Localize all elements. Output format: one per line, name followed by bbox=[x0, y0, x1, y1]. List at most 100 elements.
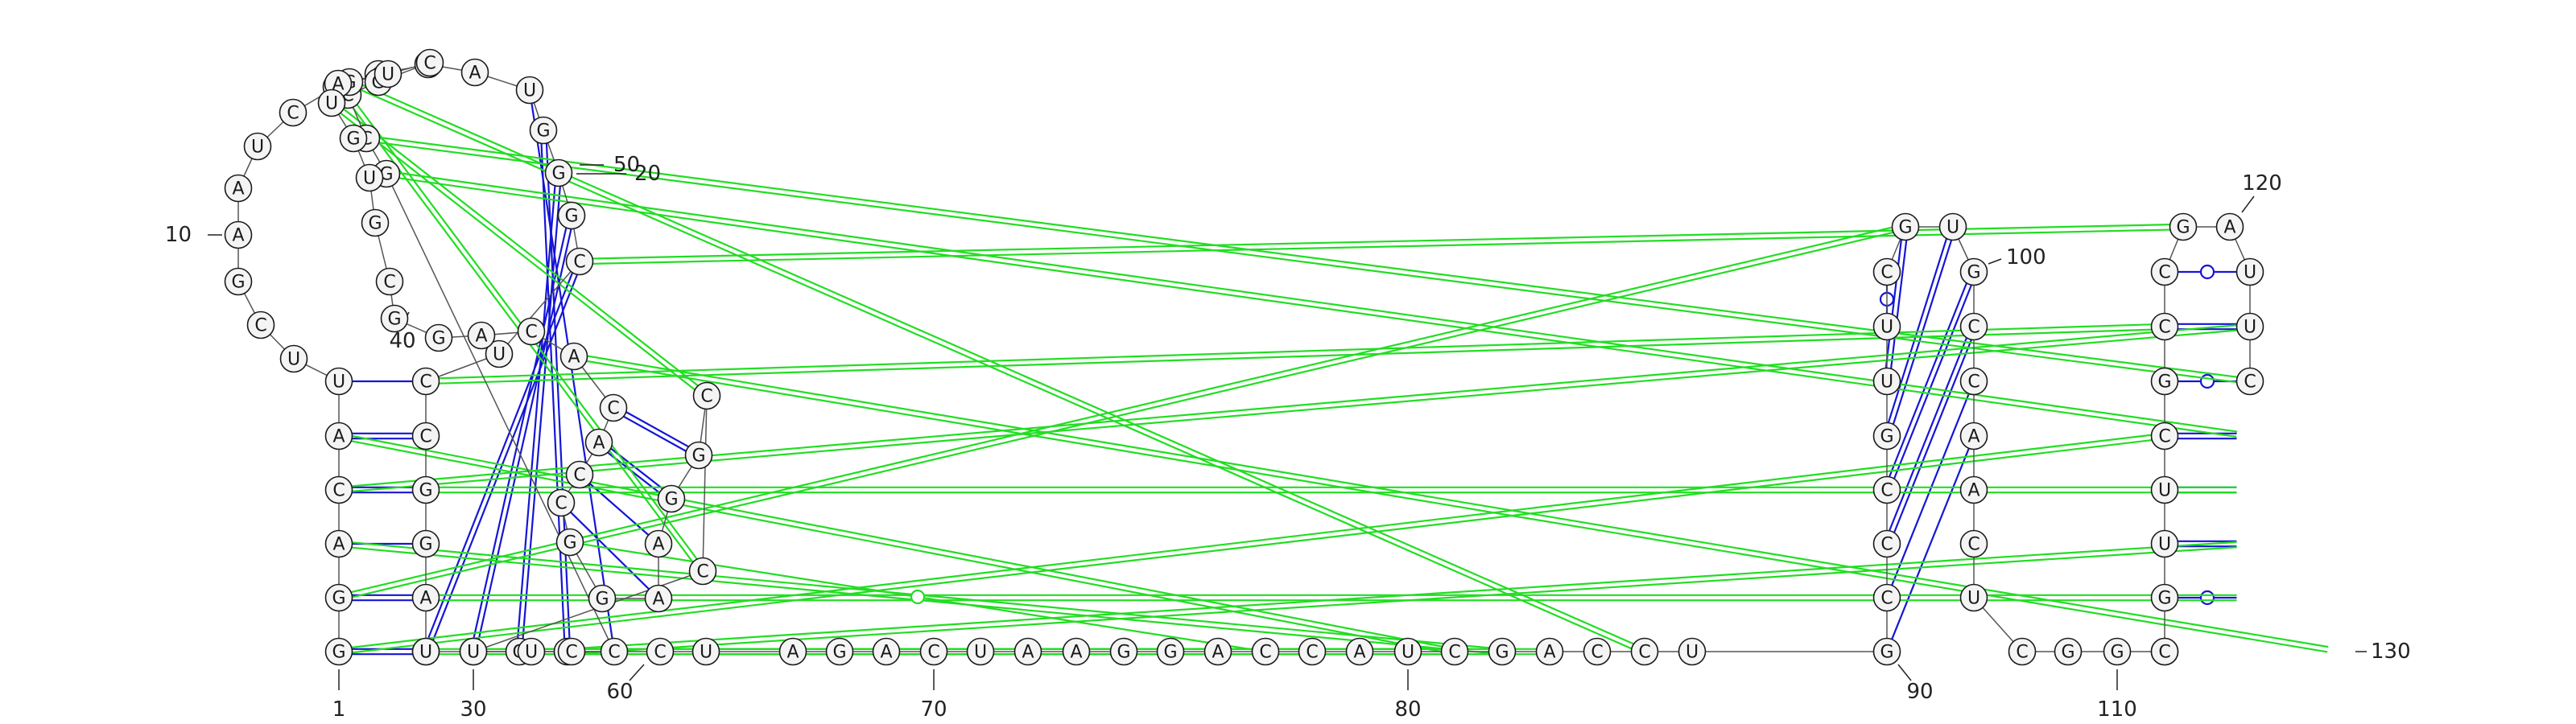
svg-text:A: A bbox=[332, 427, 345, 447]
nucleotide-116: G bbox=[2150, 367, 2179, 396]
base-pair-line bbox=[540, 143, 571, 639]
nucleotide-57: G bbox=[555, 528, 584, 557]
nucleotide-92: C bbox=[1872, 529, 1901, 558]
nucleotide-81: C bbox=[1298, 637, 1327, 666]
nucleotide-109: G bbox=[2103, 637, 2132, 666]
nucleotide-1: G bbox=[324, 637, 353, 666]
svg-text:A: A bbox=[652, 535, 664, 555]
svg-text:U: U bbox=[2244, 318, 2256, 338]
nucleotide-121: U bbox=[2235, 257, 2264, 286]
position-label-50: 50 bbox=[580, 153, 640, 177]
svg-text:A: A bbox=[2223, 218, 2235, 238]
svg-text:C: C bbox=[565, 643, 577, 663]
svg-text:C: C bbox=[254, 316, 266, 336]
svg-text:U: U bbox=[251, 138, 264, 158]
svg-text:C: C bbox=[573, 466, 585, 486]
svg-text:40: 40 bbox=[389, 329, 415, 353]
nucleotide-68: C bbox=[646, 637, 675, 666]
svg-text:C: C bbox=[2244, 372, 2256, 393]
svg-text:G: G bbox=[2157, 372, 2171, 393]
nucleotide-49: G bbox=[424, 323, 453, 352]
svg-text:C: C bbox=[1306, 643, 1318, 663]
svg-text:G: G bbox=[332, 589, 345, 609]
nucleotide-72: A bbox=[872, 637, 901, 666]
svg-text:C: C bbox=[700, 387, 712, 407]
svg-text:C: C bbox=[1967, 372, 1979, 393]
svg-text:U: U bbox=[1946, 218, 1959, 238]
svg-text:110: 110 bbox=[2097, 697, 2137, 722]
nucleotide-106: U bbox=[1959, 583, 1988, 612]
svg-text:A: A bbox=[1022, 643, 1034, 663]
svg-text:G: G bbox=[664, 490, 678, 510]
base-pair-line bbox=[2178, 540, 2237, 548]
nucleotide-67: C bbox=[557, 637, 586, 666]
position-label-30: 30 bbox=[460, 669, 487, 722]
svg-text:U: U bbox=[523, 81, 536, 101]
nucleotide-90: G bbox=[1872, 637, 1901, 666]
tertiary-interaction-line bbox=[352, 324, 2237, 492]
svg-text:U: U bbox=[1880, 372, 1893, 393]
nucleotide-112: G bbox=[2150, 583, 2179, 612]
svg-text:U: U bbox=[1880, 318, 1893, 338]
nucleotide-23: U bbox=[485, 339, 514, 368]
svg-text:G: G bbox=[1880, 643, 1893, 663]
nucleotide-54: A bbox=[584, 428, 613, 457]
svg-text:90: 90 bbox=[1906, 680, 1933, 704]
nucleotide-13: C bbox=[279, 98, 308, 127]
svg-text:U: U bbox=[700, 643, 712, 663]
svg-text:C: C bbox=[1259, 643, 1271, 663]
svg-text:G: G bbox=[2110, 643, 2124, 663]
nucleotide-6: U bbox=[324, 367, 353, 396]
svg-text:G: G bbox=[387, 310, 401, 330]
nucleotide-78: G bbox=[1156, 637, 1185, 666]
svg-text:G: G bbox=[1898, 218, 1912, 238]
base-pair-line bbox=[1885, 239, 1908, 369]
svg-text:130: 130 bbox=[2371, 640, 2411, 664]
nucleotide-75: A bbox=[1013, 637, 1042, 666]
nucleotide-30: U bbox=[411, 637, 440, 666]
nucleotide-10: A bbox=[224, 220, 253, 249]
nucleotide-98: G bbox=[1891, 212, 1920, 241]
nucleotide-44: G bbox=[339, 124, 368, 153]
svg-text:U: U bbox=[2244, 263, 2256, 283]
backbone-segment bbox=[498, 261, 580, 355]
svg-text:A: A bbox=[332, 535, 345, 555]
tertiary-interaction-line bbox=[586, 355, 2329, 653]
svg-text:C: C bbox=[2158, 318, 2170, 338]
svg-text:C: C bbox=[607, 399, 619, 419]
position-label-100: 100 bbox=[1988, 245, 2046, 269]
nucleotide-122: U bbox=[2235, 312, 2264, 341]
nucleotide-48: G bbox=[380, 304, 409, 333]
svg-text:C: C bbox=[1448, 643, 1460, 663]
nucleotide-34: C bbox=[600, 637, 629, 666]
tertiary-interaction-line bbox=[439, 323, 2152, 385]
svg-text:100: 100 bbox=[2006, 245, 2046, 269]
svg-text:A: A bbox=[469, 64, 481, 84]
base-pair-line bbox=[623, 411, 689, 452]
nucleotide-40: U bbox=[374, 60, 402, 88]
nucleotide-27: G bbox=[411, 529, 440, 558]
nucleotide-43: U bbox=[317, 88, 346, 117]
svg-text:A: A bbox=[786, 643, 799, 663]
svg-text:G: G bbox=[551, 164, 565, 184]
wobble-pair-marker bbox=[583, 543, 1253, 651]
nucleotide-71: G bbox=[825, 637, 854, 666]
nucleotide-115: C bbox=[2150, 422, 2179, 450]
svg-text:1: 1 bbox=[332, 697, 346, 722]
position-label-80: 80 bbox=[1394, 669, 1422, 722]
nucleotide-46: G bbox=[361, 208, 390, 237]
nucleotide-117: C bbox=[2150, 312, 2179, 341]
nucleotide-4: C bbox=[324, 475, 353, 504]
svg-text:C: C bbox=[287, 104, 299, 124]
nucleotide-47: C bbox=[375, 267, 404, 296]
nucleotide-65: U bbox=[459, 637, 488, 666]
svg-text:C: C bbox=[1880, 535, 1893, 555]
nucleotide-97: C bbox=[1872, 257, 1901, 286]
nucleotide-53: C bbox=[599, 393, 628, 422]
nucleotide-83: U bbox=[1393, 637, 1422, 666]
position-label-70: 70 bbox=[920, 669, 947, 722]
svg-text:C: C bbox=[2158, 643, 2170, 663]
nucleotide-77: G bbox=[1109, 637, 1138, 666]
svg-text:G: G bbox=[1117, 643, 1130, 663]
